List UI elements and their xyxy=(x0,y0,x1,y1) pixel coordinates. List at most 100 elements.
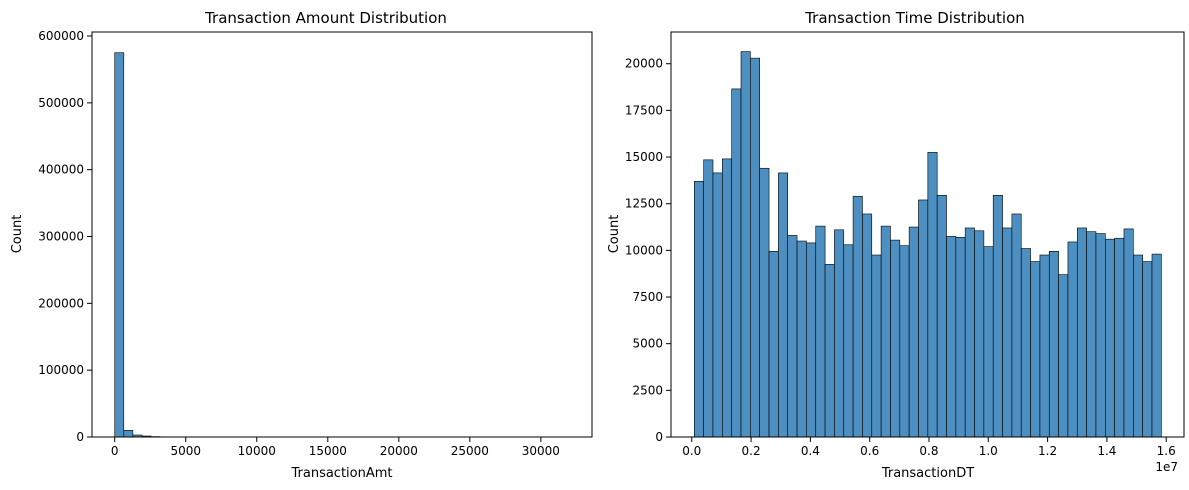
histogram-bar xyxy=(871,254,882,438)
histogram-bar xyxy=(694,181,704,438)
y-tick-label: 500000 xyxy=(38,96,84,110)
histogram-bar xyxy=(955,237,966,438)
y-tick-label: 100000 xyxy=(38,363,84,377)
histogram-bar xyxy=(1020,248,1031,438)
x-tick-label: 25000 xyxy=(451,444,489,458)
y-tick-label: 15000 xyxy=(625,150,663,164)
y-tick-label: 0 xyxy=(655,430,663,444)
axes-frame-amount xyxy=(91,31,593,438)
y-ticks-time: 0 2500 5000 7500 10000 12500 15000 17500 20000 xyxy=(625,57,671,444)
y-tick-label: 7500 xyxy=(632,290,663,304)
histogram-bar xyxy=(899,245,910,438)
chart-title: Transaction Time Distribution xyxy=(804,9,1025,27)
histogram-bar xyxy=(964,227,975,438)
histogram-bar xyxy=(992,195,1003,438)
histogram-bar xyxy=(852,195,863,438)
y-tick-label: 10000 xyxy=(625,243,663,257)
y-tick-label: 2500 xyxy=(632,383,663,397)
x-offset-label: 1e7 xyxy=(1155,460,1178,474)
histogram-bar xyxy=(768,251,779,438)
axes-frame-time xyxy=(670,31,1185,438)
x-tick-label: 1.0 xyxy=(979,444,998,458)
bars-amount xyxy=(114,52,261,438)
histogram-bar xyxy=(1058,274,1069,438)
histogram-bar xyxy=(1011,213,1022,438)
histogram-bar xyxy=(983,246,994,438)
histogram-bar xyxy=(114,52,125,438)
histogram-bar xyxy=(890,239,901,438)
y-ticks-amount: 0 100000 200000 300000 400000 500000 600000 xyxy=(38,29,92,444)
histogram-bar xyxy=(824,264,835,438)
chart-title: Transaction Amount Distribution xyxy=(204,9,447,27)
histogram-bar xyxy=(1114,237,1125,438)
histogram-bar xyxy=(787,235,798,438)
x-ticks-time: 0.0 0.2 0.4 0.6 0.8 1.0 1.2 1.4 1.6 xyxy=(682,437,1176,458)
x-tick-label: 1.2 xyxy=(1038,444,1057,458)
histogram-bar xyxy=(1048,251,1059,438)
histogram-bar xyxy=(918,199,929,438)
histogram-bar xyxy=(974,230,985,438)
chart-time: Transaction Time Distribution 0 2500 5000 7… xyxy=(607,9,1185,481)
histogram-bar xyxy=(1142,261,1153,438)
x-tick-label: 10000 xyxy=(238,444,276,458)
histogram-bar xyxy=(722,158,732,438)
y-tick-label: 300000 xyxy=(38,230,84,244)
chart-amount: Transaction Amount Distribution 01000002… xyxy=(10,9,593,481)
histogram-bar xyxy=(759,167,770,438)
x-tick-label: 0.0 xyxy=(682,444,701,458)
histogram-bar xyxy=(796,240,807,438)
x-tick-label: 0.6 xyxy=(860,444,879,458)
y-axis-label: Count xyxy=(10,215,25,254)
histogram-bar xyxy=(712,172,723,438)
x-tick-label: 0.2 xyxy=(742,444,761,458)
histogram-bar xyxy=(834,229,845,438)
histogram-bar xyxy=(862,213,873,438)
histogram-bar xyxy=(1030,261,1041,438)
x-tick-label: 20000 xyxy=(380,444,418,458)
x-tick-label: 0.4 xyxy=(801,444,820,458)
histogram-bar xyxy=(806,242,817,438)
histogram-bar xyxy=(778,172,789,438)
histogram-bar xyxy=(1133,254,1143,438)
histogram-bar xyxy=(1076,227,1087,438)
x-tick-label: 1.4 xyxy=(1097,444,1116,458)
x-tick-label: 0.8 xyxy=(919,444,938,458)
x-axis-label: TransactionAmt xyxy=(290,466,392,481)
y-tick-label: 12500 xyxy=(625,197,663,211)
histogram-bar xyxy=(1067,241,1078,438)
x-tick-label: 5000 xyxy=(170,444,201,458)
histogram-bar xyxy=(936,195,947,438)
histogram-bar xyxy=(740,51,751,438)
histogram-bar xyxy=(880,225,891,438)
histogram-bar xyxy=(927,152,938,438)
y-tick-label: 400000 xyxy=(38,163,84,177)
y-tick-label: 200000 xyxy=(38,296,84,310)
histogram-bar xyxy=(946,236,957,438)
histogram-bar xyxy=(750,57,760,438)
histogram-bar xyxy=(703,159,714,438)
x-tick-label: 1.6 xyxy=(1157,444,1176,458)
histogram-bar xyxy=(1151,253,1162,438)
bars-time xyxy=(694,51,1162,438)
histogram-bar xyxy=(1002,227,1013,438)
histogram-bar xyxy=(1095,233,1106,438)
histogram-bar xyxy=(123,430,134,438)
x-axis-label: TransactionDT xyxy=(881,466,974,481)
histogram-bar xyxy=(1039,254,1050,438)
x-tick-label: 0 xyxy=(111,444,119,458)
y-tick-label: 600000 xyxy=(38,29,84,43)
y-tick-label: 0 xyxy=(76,430,84,444)
histogram-bar xyxy=(731,88,742,438)
histogram-bar xyxy=(843,244,854,438)
y-tick-label: 20000 xyxy=(625,57,663,71)
x-tick-label: 30000 xyxy=(522,444,560,458)
histogram-bar xyxy=(1123,228,1134,438)
y-axis-label: Count xyxy=(607,215,622,254)
x-ticks-amount: 0 5000 10000 15000 20000 25000 30000 xyxy=(111,437,560,458)
histogram-bar xyxy=(815,225,826,438)
x-tick-label: 15000 xyxy=(309,444,347,458)
y-tick-label: 5000 xyxy=(632,337,663,351)
histogram-bar xyxy=(1105,238,1115,438)
histogram-bar xyxy=(908,226,919,438)
